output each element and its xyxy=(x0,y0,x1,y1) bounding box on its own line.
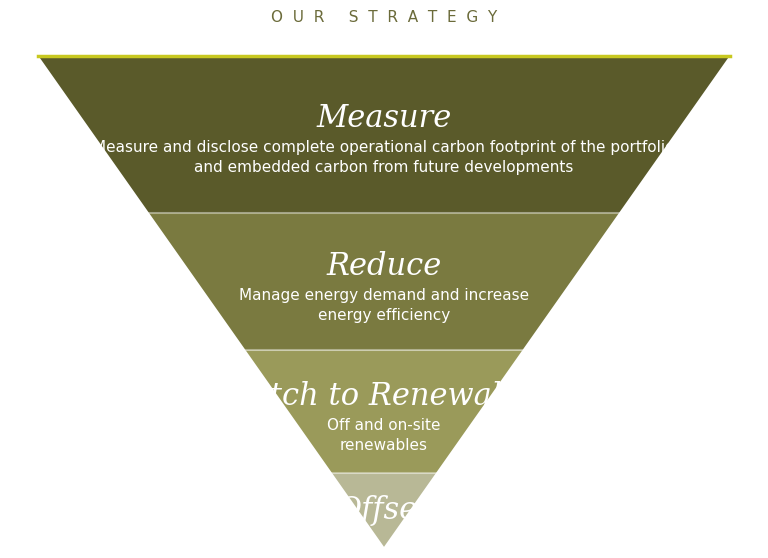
Text: O  U  R     S  T  R  A  T  E  G  Y: O U R S T R A T E G Y xyxy=(271,11,497,25)
Text: Manage energy demand and increase
energy efficiency: Manage energy demand and increase energy… xyxy=(239,288,529,323)
Polygon shape xyxy=(38,56,730,213)
Polygon shape xyxy=(246,350,522,473)
Text: Off and on-site
renewables: Off and on-site renewables xyxy=(327,418,441,453)
Polygon shape xyxy=(332,473,436,547)
Polygon shape xyxy=(149,213,619,350)
Text: Offset: Offset xyxy=(337,494,431,526)
Text: Switch to Renewables: Switch to Renewables xyxy=(214,381,554,412)
Text: Reduce: Reduce xyxy=(326,251,442,282)
Text: Measure and disclose complete operational carbon footprint of the portfolio
and : Measure and disclose complete operationa… xyxy=(93,141,675,175)
Text: Measure: Measure xyxy=(316,103,452,134)
